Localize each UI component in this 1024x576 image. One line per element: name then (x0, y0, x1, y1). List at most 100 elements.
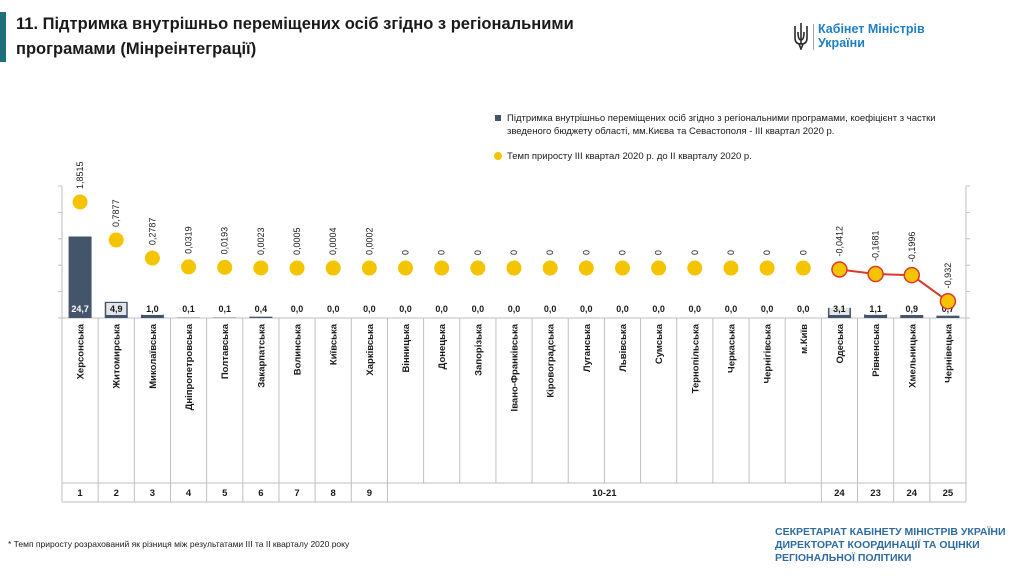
bar-label: 4,9 (110, 304, 123, 314)
bar-label: 0,1 (182, 304, 195, 314)
bar (864, 314, 888, 318)
growth-label: 0 (509, 250, 519, 255)
growth-dot (361, 260, 377, 276)
bar-label-bg (142, 303, 163, 315)
growth-dot (795, 260, 811, 276)
growth-dot (144, 250, 160, 266)
bar (140, 314, 164, 318)
category-label: Кіровоградська (546, 323, 557, 397)
growth-dot (578, 260, 594, 276)
growth-dot (651, 260, 667, 276)
rank-label: 5 (222, 488, 228, 499)
bar-label-bg (684, 303, 705, 315)
category-label: Хмельницька (907, 323, 918, 388)
bar-label-bg (576, 303, 597, 315)
growth-label: 0,0002 (364, 228, 374, 256)
growth-label: 0 (654, 250, 664, 255)
title-accent-bar (0, 12, 6, 62)
category-label: Волинська (293, 323, 304, 375)
growth-dot (506, 260, 522, 276)
category-label: Рівненська (871, 323, 882, 376)
bar-label: 0,0 (472, 304, 485, 314)
bar-label-bg (178, 303, 199, 315)
rank-label: 9 (367, 488, 372, 499)
growth-dot (470, 260, 486, 276)
growth-dot (434, 260, 450, 276)
bar-label-bg (540, 303, 561, 315)
bar-label-bg (214, 303, 235, 315)
category-label: Полтавська (220, 323, 231, 379)
category-label: Донецька (437, 323, 448, 369)
bar-label: 0,4 (255, 304, 268, 314)
growth-dot (723, 260, 739, 276)
bar-label: 0,1 (218, 304, 231, 314)
category-label: Вінницька (401, 323, 412, 372)
bar-label: 0,0 (327, 304, 340, 314)
bar-label: 1,0 (146, 304, 159, 314)
bar (936, 315, 960, 318)
bar-label-bg (359, 303, 380, 315)
bar-label: 0,0 (580, 304, 593, 314)
rank-label: 24 (906, 488, 917, 499)
growth-dot (108, 232, 124, 248)
bar-label-bg (612, 303, 633, 315)
legend-dot-swatch (494, 152, 502, 160)
secretariat-line1: СЕКРЕТАРІАТ КАБІНЕТУ МІНІСТРІВ УКРАЇНИ (775, 526, 1006, 538)
growth-label: 0,0193 (220, 227, 230, 255)
growth-label: 0 (690, 250, 700, 255)
bar-label: 0,0 (616, 304, 629, 314)
growth-dot (289, 260, 305, 276)
bar-label: 0,0 (435, 304, 448, 314)
category-label: Чернігівська (763, 323, 774, 383)
bar-label-bg (757, 303, 778, 315)
growth-label: 0 (401, 250, 411, 255)
bar-label: 24,7 (71, 304, 89, 314)
rank-label: 4 (186, 488, 192, 499)
category-label: Черкаська (726, 323, 737, 373)
rank-label: 23 (870, 488, 881, 499)
logo-line2: України (818, 36, 865, 50)
growth-dot (72, 194, 88, 210)
rank-label: 7 (294, 488, 299, 499)
growth-dot (903, 266, 921, 284)
bar-label-bg (648, 303, 669, 315)
bar-label-bg (287, 303, 308, 315)
rank-label: 8 (331, 488, 336, 499)
growth-label: -0,0412 (834, 226, 844, 257)
bar (900, 315, 924, 318)
growth-dot (831, 261, 848, 278)
growth-label: 0 (798, 250, 808, 255)
rank-label: 6 (258, 488, 263, 499)
bar (68, 236, 92, 318)
rank-label: 25 (943, 488, 954, 499)
rank-label: 2 (114, 488, 119, 499)
category-label: Івано-Франківська (510, 323, 521, 411)
growth-label: 0 (762, 250, 772, 255)
growth-dot (181, 259, 197, 275)
rank-label: 1 (77, 488, 83, 499)
logo-line1: Кабінет Міністрів (818, 22, 925, 36)
rank-label: 24 (834, 488, 845, 499)
category-label: Тернопільська (690, 323, 701, 393)
bar-label: 0,0 (689, 304, 702, 314)
footnote: * Темп приросту розрахований як різниця … (8, 539, 350, 549)
logo-text: Кабінет Міністрів України (818, 22, 925, 50)
bar-label: 3,1 (833, 304, 846, 314)
growth-dot (325, 260, 341, 276)
growth-label: 0 (581, 250, 591, 255)
growth-label: 1,8515 (75, 161, 85, 189)
bar-label: 1,1 (869, 304, 882, 314)
bar-label: 0,0 (508, 304, 521, 314)
growth-label: 0 (437, 250, 447, 255)
bar-label-bg (395, 303, 416, 315)
bar-label-bg (323, 303, 344, 315)
bar-label-bg (720, 303, 741, 315)
category-label: Київська (329, 323, 340, 365)
growth-label: 0,7877 (111, 199, 121, 227)
growth-dot (398, 260, 414, 276)
secretariat-line2: ДИРЕКТОРАТ КООРДИНАЦІЇ ТА ОЦІНКИ (775, 539, 980, 551)
growth-label: 0,2787 (147, 218, 157, 246)
growth-dot (542, 260, 558, 276)
bar-label: 0,0 (652, 304, 665, 314)
